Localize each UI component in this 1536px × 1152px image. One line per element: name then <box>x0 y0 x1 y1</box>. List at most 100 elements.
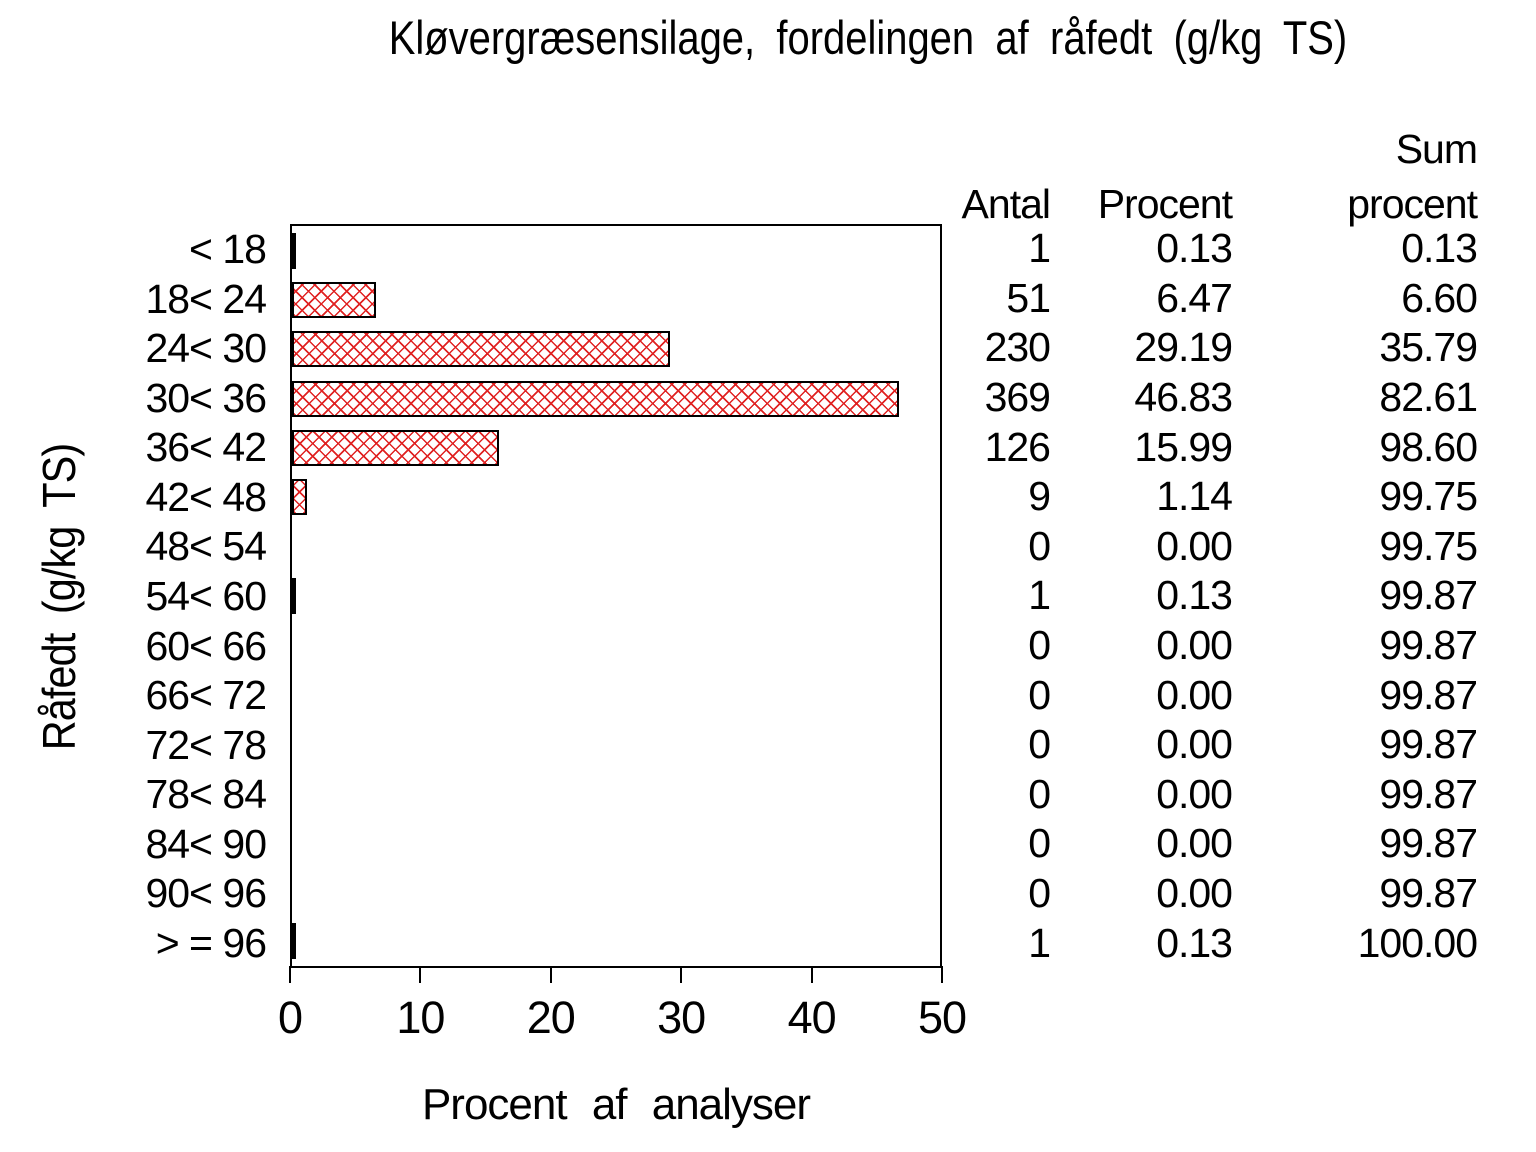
table-cell-procent: 0.13 <box>1156 572 1233 619</box>
table-cell-antal: 0 <box>1028 820 1051 867</box>
x-axis-tick <box>549 966 552 983</box>
category-label: 72< 78 <box>145 721 267 768</box>
table-cell-procent: 0.00 <box>1156 770 1233 817</box>
bar <box>292 331 671 368</box>
bar-row <box>292 275 940 324</box>
table-cell-antal: 1 <box>1028 225 1051 272</box>
table-cell-procent: 0.00 <box>1156 622 1233 669</box>
bar-row <box>292 867 940 916</box>
table-cell-procent: 29.19 <box>1134 324 1233 371</box>
x-axis-tick <box>680 966 683 983</box>
table-header-spacer <box>1050 118 1232 173</box>
table-cell-procent: 0.00 <box>1156 721 1233 768</box>
bar-row <box>292 621 940 670</box>
table-cell-sum: 99.87 <box>1379 622 1478 669</box>
bar-row <box>292 423 940 472</box>
bar-row <box>292 571 940 620</box>
bar-row <box>292 522 940 571</box>
category-label: > = 96 <box>155 919 267 966</box>
table-cell-sum: 100.00 <box>1357 919 1478 966</box>
table-cell-procent: 6.47 <box>1156 274 1233 321</box>
table-cell-sum: 98.60 <box>1379 423 1478 470</box>
category-label: 60< 66 <box>145 622 267 669</box>
x-axis-tick-label: 0 <box>277 992 303 1043</box>
category-label: 54< 60 <box>145 572 267 619</box>
bar <box>292 923 296 960</box>
x-axis-ticks: 0 10 20 30 40 50 <box>278 966 967 1056</box>
bar-row <box>292 325 940 374</box>
x-axis-tick <box>810 966 813 983</box>
table-cell-procent: 46.83 <box>1134 374 1233 421</box>
chart-title: Kløvergræsensilage, fordelingen af råfed… <box>388 11 1348 64</box>
table-header-spacer <box>940 118 1050 173</box>
x-axis-tick-label: 30 <box>657 992 706 1043</box>
table-cell-sum: 99.87 <box>1379 870 1478 917</box>
table-cell-procent: 15.99 <box>1134 423 1233 470</box>
category-label: 90< 96 <box>145 870 267 917</box>
bar-row <box>292 719 940 768</box>
table-cell-sum: 99.75 <box>1379 473 1478 520</box>
x-axis-tick-label: 20 <box>526 992 576 1043</box>
table-cell-antal: 230 <box>984 324 1051 371</box>
table-cell-sum: 0.13 <box>1401 225 1478 272</box>
table-header-sum-line2: procent <box>1347 181 1478 227</box>
bar-row <box>292 473 940 522</box>
category-label: 24< 30 <box>145 325 267 372</box>
category-label: < 18 <box>189 226 267 273</box>
table-cell-antal: 126 <box>984 423 1051 470</box>
table-cell-procent: 0.00 <box>1156 870 1233 917</box>
table-cell-antal: 0 <box>1028 522 1051 569</box>
table-body: 1 0.13 0.13 51 6.47 6.60 230 29.19 35.79 369 46.83… <box>940 224 1478 968</box>
table-cell-antal: 0 <box>1028 721 1051 768</box>
table-cell-sum: 82.61 <box>1379 374 1478 421</box>
table-cell-antal: 51 <box>1006 274 1051 321</box>
table-cell-sum: 99.75 <box>1379 522 1478 569</box>
x-axis-tick <box>289 966 291 983</box>
category-labels: < 18 18< 24 24< 30 30< 36 36< 42 42< 48 48< 54… <box>0 225 267 968</box>
table-cell-procent: 1.14 <box>1156 473 1233 520</box>
bar-row <box>292 769 940 818</box>
x-axis-tick-label: 40 <box>787 992 837 1043</box>
table-cell-sum: 99.87 <box>1379 820 1478 867</box>
x-axis-tick <box>941 966 943 983</box>
table-cell-antal: 0 <box>1028 671 1051 718</box>
table-header-sum-line1: Sum <box>1395 126 1478 172</box>
bar-row <box>292 917 940 966</box>
bar <box>292 577 296 614</box>
table-header-procent: Procent <box>1097 181 1233 227</box>
table-cell-sum: 99.87 <box>1379 671 1478 718</box>
category-label: 78< 84 <box>145 771 267 818</box>
table-cell-procent: 0.13 <box>1156 919 1233 966</box>
table-cell-antal: 9 <box>1028 473 1051 520</box>
table-cell-antal: 1 <box>1028 572 1051 619</box>
table-header: Sum Antal Procent procent <box>940 118 1478 228</box>
table-cell-procent: 0.00 <box>1156 820 1233 867</box>
table-cell-sum: 99.87 <box>1379 770 1478 817</box>
table-cell-antal: 369 <box>984 374 1051 421</box>
category-label: 84< 90 <box>145 820 267 867</box>
table-header-antal: Antal <box>961 181 1051 227</box>
table-cell-sum: 99.87 <box>1379 572 1478 619</box>
table-cell-sum: 35.79 <box>1379 324 1478 371</box>
x-axis-title: Procent af analyser <box>421 1080 811 1129</box>
table-cell-procent: 0.13 <box>1156 225 1233 272</box>
category-label: 36< 42 <box>145 424 267 471</box>
table-cell-antal: 0 <box>1028 622 1051 669</box>
bar-row <box>292 226 940 275</box>
table-cell-procent: 0.00 <box>1156 522 1233 569</box>
category-label: 42< 48 <box>145 473 267 520</box>
table-cell-sum: 99.87 <box>1379 721 1478 768</box>
bar <box>292 281 376 318</box>
table-cell-procent: 0.00 <box>1156 671 1233 718</box>
x-axis-tick-label: 50 <box>917 992 967 1043</box>
category-label: 30< 36 <box>145 374 267 421</box>
category-label: 48< 54 <box>145 523 267 570</box>
table-cell-antal: 1 <box>1028 919 1051 966</box>
x-axis-tick-label: 10 <box>396 992 445 1043</box>
bar <box>292 429 500 466</box>
bar <box>292 479 307 516</box>
bar-row <box>292 670 940 719</box>
table-cell-antal: 0 <box>1028 870 1051 917</box>
table-cell-sum: 6.60 <box>1401 274 1478 321</box>
